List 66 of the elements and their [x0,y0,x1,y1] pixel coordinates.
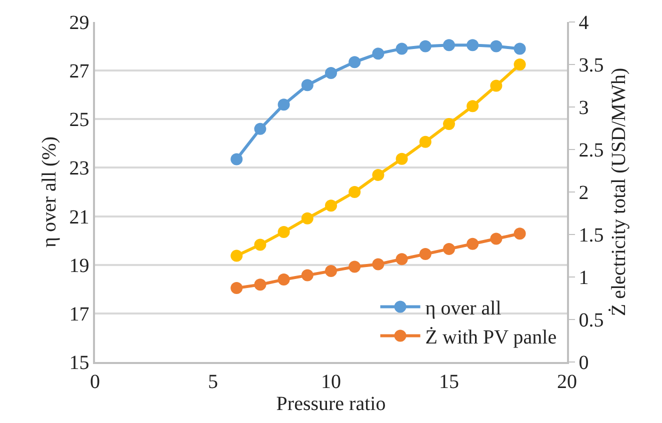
point [278,226,290,238]
point [443,118,455,130]
point [514,42,526,55]
x-tick-label: 15 [439,370,459,393]
point [514,228,526,240]
y-tick-label: 19 [69,254,90,277]
point [254,238,266,251]
y2-tick-label: 0.5 [578,310,604,332]
point [348,186,361,198]
point [278,274,290,286]
point [372,258,384,270]
y-tick-label: 23 [69,158,90,180]
point [348,260,361,273]
y2-tick-label: 1.5 [578,224,604,246]
point [325,200,337,212]
point [301,212,314,224]
y-tick-label: 27 [69,60,90,83]
point [466,39,479,52]
point [419,40,432,52]
point [466,238,479,250]
y2-tick-label: 3 [578,97,589,119]
point [490,232,502,245]
point [466,100,479,112]
legend-label: Ż with PV panle [425,326,557,348]
point [230,250,243,262]
point [325,265,337,278]
y2-tick-label: 1 [578,267,589,289]
point [254,278,266,291]
y-tick-label: 17 [69,303,90,326]
y-tick-label: 15 [69,352,90,374]
y-tick-label: 21 [69,206,90,228]
point [443,39,455,52]
point [396,42,408,55]
y-tick-label: 25 [69,109,90,132]
point [254,122,266,135]
point [490,40,502,52]
y2-tick-label: 2.5 [578,140,604,162]
point [372,48,384,60]
y2-tick-label: 4 [578,12,589,34]
y-tick-label: 29 [69,12,90,34]
x-axis-title: Pressure ratio [276,392,386,415]
point [419,136,432,148]
x-tick-label: 0 [90,370,100,393]
point [396,253,408,266]
y-axis-title: η over all (%) [38,136,60,248]
point [443,242,455,255]
point [348,56,361,68]
x-tick-label: 5 [208,370,218,393]
point [230,153,243,166]
y2-tick-label: 0 [578,352,589,374]
point [230,282,243,294]
x-tick-label: 20 [557,370,577,393]
point [278,98,290,111]
y2-tick-label: 3.5 [578,54,604,76]
y2-axis-title: Ż electricity total (USD/MWh) [608,68,630,316]
point [396,152,408,165]
point [419,248,432,260]
point [514,58,526,70]
point [301,269,314,282]
x-tick-label: 10 [321,370,341,393]
legend-label: η over all [425,298,502,320]
y2-tick-label: 2 [578,182,589,204]
point [372,169,384,181]
point [325,67,337,79]
point [490,80,502,92]
point [301,79,314,92]
